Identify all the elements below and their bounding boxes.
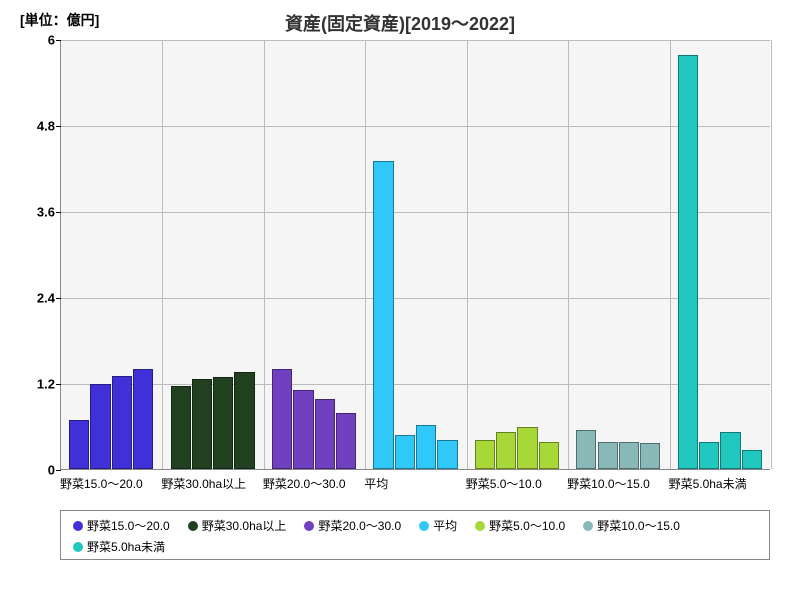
- bar: [336, 413, 356, 469]
- bar: [395, 435, 415, 469]
- bar: [437, 440, 457, 469]
- plot-area: [60, 40, 770, 470]
- x-axis-label: 野菜5.0ha未満: [669, 475, 770, 492]
- legend-label: 野菜15.0～20.0: [87, 517, 170, 534]
- x-axis-label: 野菜15.0～20.0: [60, 475, 161, 492]
- bar: [171, 386, 191, 469]
- bar: [678, 55, 698, 469]
- gridline-v: [670, 40, 671, 469]
- bar: [475, 440, 495, 469]
- y-axis-label: 1.2: [5, 377, 55, 392]
- legend: 野菜15.0～20.0 野菜30.0ha以上 野菜20.0～30.0 平均 野菜5.0～…: [60, 510, 770, 560]
- legend-item: 野菜5.0～10.0: [475, 517, 565, 534]
- gridline-h: [61, 384, 770, 385]
- legend-item: 平均: [419, 517, 457, 534]
- gridline-v: [771, 40, 772, 469]
- bar: [315, 399, 335, 469]
- y-axis-label: 4.8: [5, 119, 55, 134]
- ytick: [56, 40, 61, 41]
- gridline-h: [61, 40, 770, 41]
- bar: [293, 390, 313, 469]
- bar: [496, 432, 516, 469]
- bar: [69, 420, 89, 469]
- ytick: [56, 126, 61, 127]
- legend-item: 野菜5.0ha未満: [73, 538, 165, 555]
- legend-label: 野菜20.0～30.0: [318, 517, 401, 534]
- gridline-h: [61, 212, 770, 213]
- y-axis-label: 3.6: [5, 205, 55, 220]
- x-axis-label: 野菜20.0～30.0: [263, 475, 364, 492]
- bar: [576, 430, 596, 469]
- gridline-v: [365, 40, 366, 469]
- legend-swatch: [188, 521, 198, 531]
- x-axis-label: 野菜5.0～10.0: [466, 475, 567, 492]
- ytick: [56, 384, 61, 385]
- bar: [720, 432, 740, 469]
- legend-swatch: [73, 521, 83, 531]
- legend-swatch: [475, 521, 485, 531]
- gridline-h: [61, 298, 770, 299]
- ytick: [56, 470, 61, 471]
- bar: [272, 369, 292, 469]
- x-axis-label: 平均: [364, 475, 465, 492]
- bar: [373, 161, 393, 469]
- gridline-h: [61, 126, 770, 127]
- bar: [517, 427, 537, 469]
- bar: [192, 379, 212, 469]
- bar: [133, 369, 153, 469]
- legend-label: 野菜10.0～15.0: [597, 517, 680, 534]
- legend-label: 平均: [433, 517, 457, 534]
- legend-item: 野菜30.0ha以上: [188, 517, 287, 534]
- y-axis-label: 0: [5, 463, 55, 478]
- legend-label: 野菜30.0ha以上: [202, 517, 287, 534]
- chart-container: [単位：億円] 資産(固定資産)[2019～2022] 野菜15.0～20.0野…: [0, 0, 800, 600]
- bar: [213, 377, 233, 469]
- bar: [619, 442, 639, 469]
- legend-swatch: [419, 521, 429, 531]
- ytick: [56, 212, 61, 213]
- gridline-v: [568, 40, 569, 469]
- y-axis-label: 2.4: [5, 291, 55, 306]
- gridline-v: [162, 40, 163, 469]
- gridline-v: [467, 40, 468, 469]
- ytick: [56, 298, 61, 299]
- legend-swatch: [73, 542, 83, 552]
- bar: [598, 442, 618, 469]
- x-axis-label: 野菜30.0ha以上: [161, 475, 262, 492]
- bar: [699, 442, 719, 469]
- y-axis-label: 6: [5, 33, 55, 48]
- legend-item: 野菜20.0～30.0: [304, 517, 401, 534]
- legend-swatch: [583, 521, 593, 531]
- legend-swatch: [304, 521, 314, 531]
- bar: [416, 425, 436, 469]
- bar: [112, 376, 132, 469]
- bar: [90, 384, 110, 469]
- legend-item: 野菜10.0～15.0: [583, 517, 680, 534]
- bar: [539, 442, 559, 469]
- gridline-v: [264, 40, 265, 469]
- bar: [742, 450, 762, 469]
- legend-label: 野菜5.0ha未満: [87, 538, 165, 555]
- x-axis-label: 野菜10.0～15.0: [567, 475, 668, 492]
- legend-item: 野菜15.0～20.0: [73, 517, 170, 534]
- chart-title: 資産(固定資産)[2019～2022]: [0, 10, 800, 36]
- bar: [640, 443, 660, 469]
- bar: [234, 372, 254, 469]
- legend-label: 野菜5.0～10.0: [489, 517, 565, 534]
